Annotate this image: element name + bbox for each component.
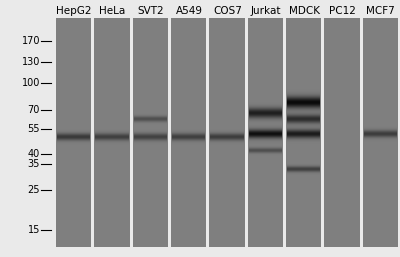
Text: 130: 130 [22,57,40,67]
Text: 55: 55 [28,124,40,134]
Text: A549: A549 [176,6,203,16]
Text: 100: 100 [22,78,40,88]
Text: 35: 35 [28,159,40,169]
Text: SVT2: SVT2 [138,6,164,16]
Text: 40: 40 [28,149,40,159]
Text: Jurkat: Jurkat [250,6,281,16]
Text: HepG2: HepG2 [56,6,92,16]
Text: 25: 25 [28,185,40,195]
Text: PC12: PC12 [329,6,356,16]
Text: MCF7: MCF7 [366,6,395,16]
Text: 70: 70 [28,105,40,115]
Text: 15: 15 [28,225,40,235]
Text: COS7: COS7 [213,6,242,16]
Text: MDCK: MDCK [289,6,320,16]
Text: HeLa: HeLa [99,6,126,16]
Text: 170: 170 [22,36,40,47]
